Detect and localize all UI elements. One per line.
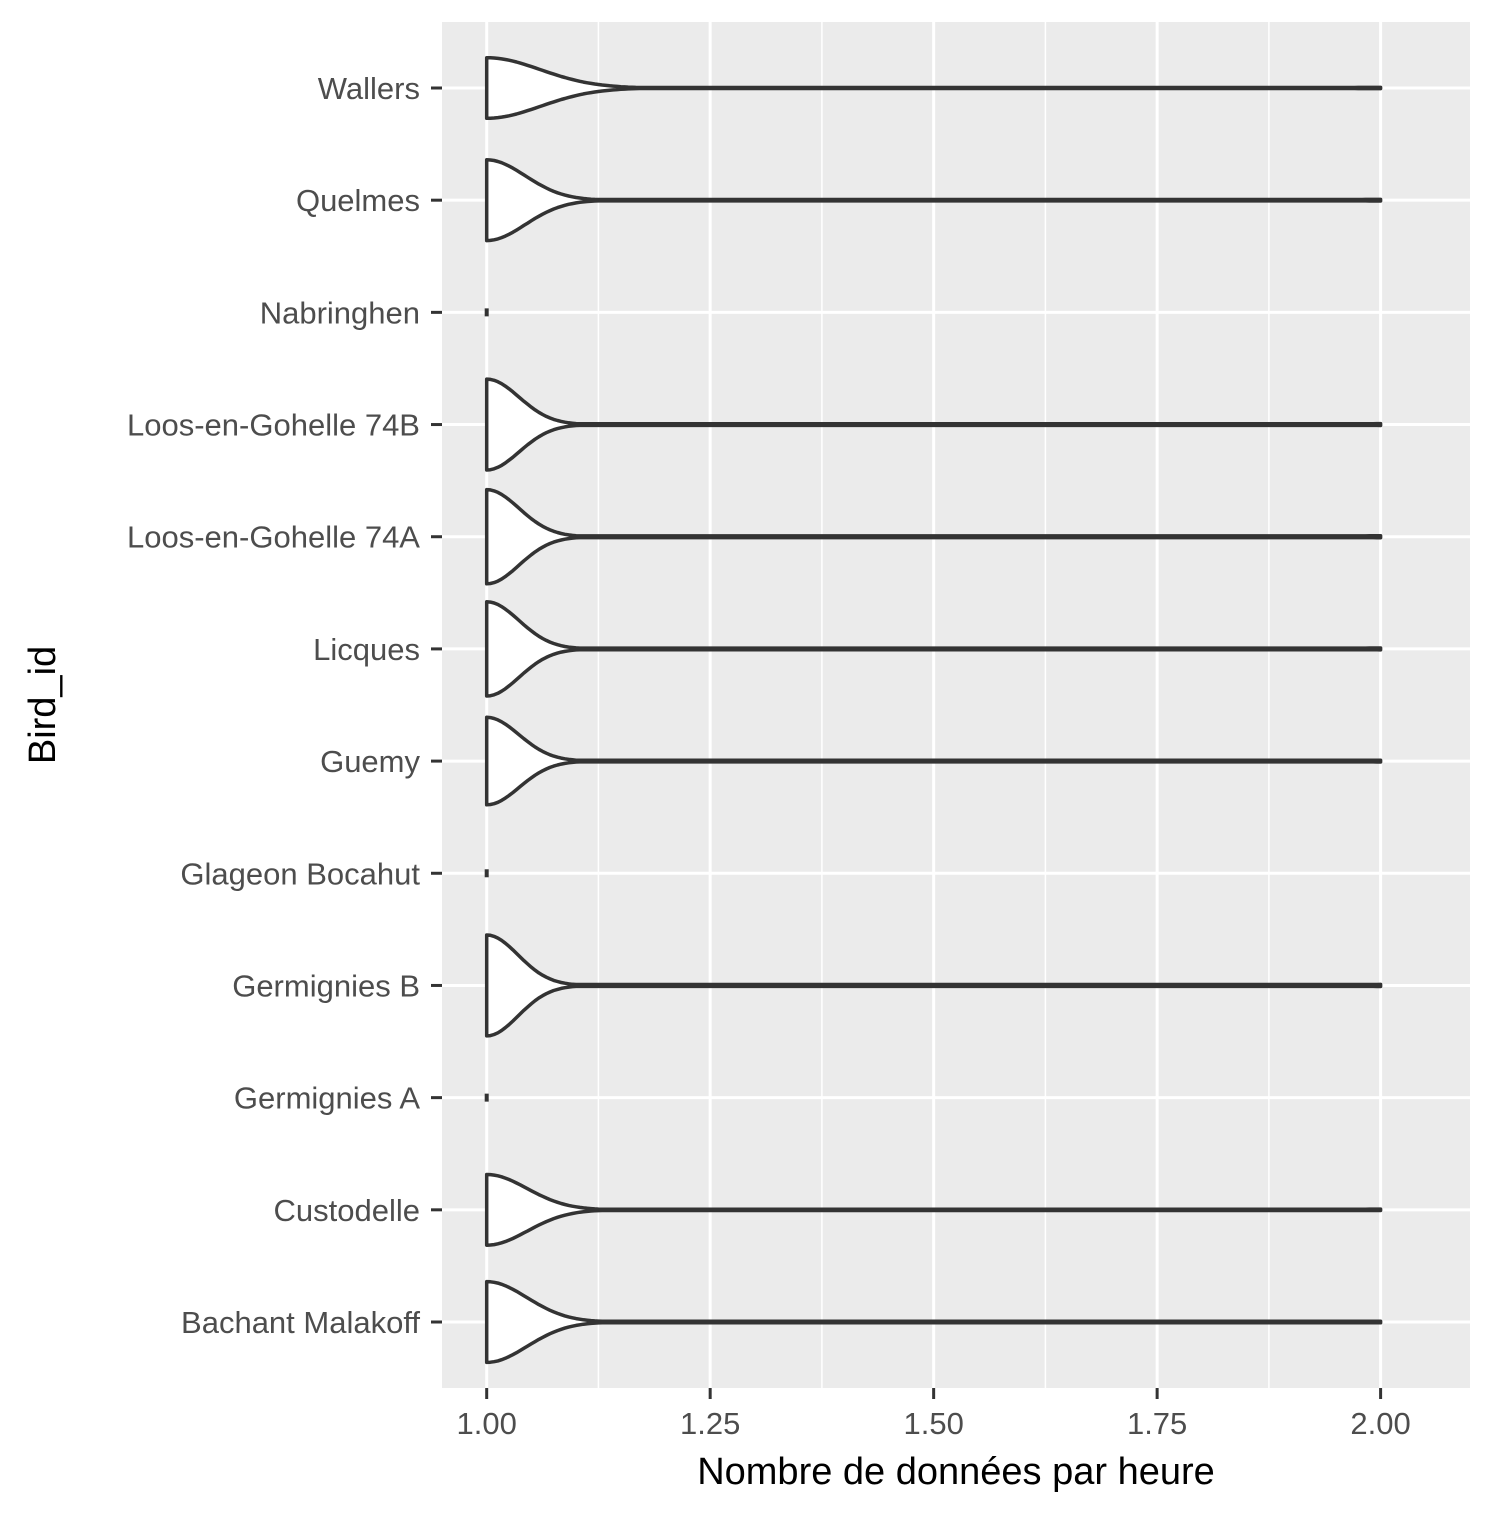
x-tick-label: 1.00 <box>457 1406 517 1441</box>
x-tick-label: 1.75 <box>1127 1406 1187 1441</box>
x-tick-label: 2.00 <box>1350 1406 1410 1441</box>
violin-custodelle <box>484 1172 1383 1247</box>
violin-loos-en-gohelle-74b <box>484 377 1383 472</box>
violin-bachant-malakoff <box>484 1279 1383 1365</box>
violin-loos-en-gohelle-74a <box>484 487 1383 586</box>
y-tick-label: Loos-en-Gohelle 74A <box>127 520 420 555</box>
y-tick-label: Glageon Bocahut <box>180 856 420 891</box>
x-tick-label: 1.50 <box>903 1406 963 1441</box>
y-axis-title: Bird_id <box>22 646 64 764</box>
y-tick-label: Loos-en-Gohelle 74B <box>127 408 420 443</box>
violin-quelmes <box>484 158 1383 243</box>
y-axis: Bachant Malakoff Custodelle Germignies A Ge… <box>127 71 442 1340</box>
y-tick-label: Germignies A <box>234 1081 420 1116</box>
plot-panel <box>442 22 1470 1388</box>
y-tick-label: Germignies B <box>232 968 420 1003</box>
y-tick-label: Wallers <box>318 71 420 106</box>
violin-germignies-b <box>484 933 1383 1038</box>
y-tick-label: Custodelle <box>274 1193 420 1228</box>
y-tick-label: Nabringhen <box>260 295 420 330</box>
x-axis-title: Nombre de données par heure <box>697 1451 1215 1493</box>
y-tick-label: Guemy <box>320 744 420 779</box>
x-tick-label: 1.25 <box>680 1406 740 1441</box>
violin-wallers <box>484 55 1383 121</box>
y-tick-label: Licques <box>313 632 420 667</box>
y-tick-label: Quelmes <box>296 183 420 218</box>
y-tick-label: Bachant Malakoff <box>181 1305 420 1340</box>
violin-layer <box>484 55 1383 1365</box>
violin-licques <box>484 600 1383 698</box>
violin-guemy <box>484 715 1383 807</box>
x-axis: 1.00 1.25 1.50 1.75 2.00 <box>457 1388 1411 1441</box>
